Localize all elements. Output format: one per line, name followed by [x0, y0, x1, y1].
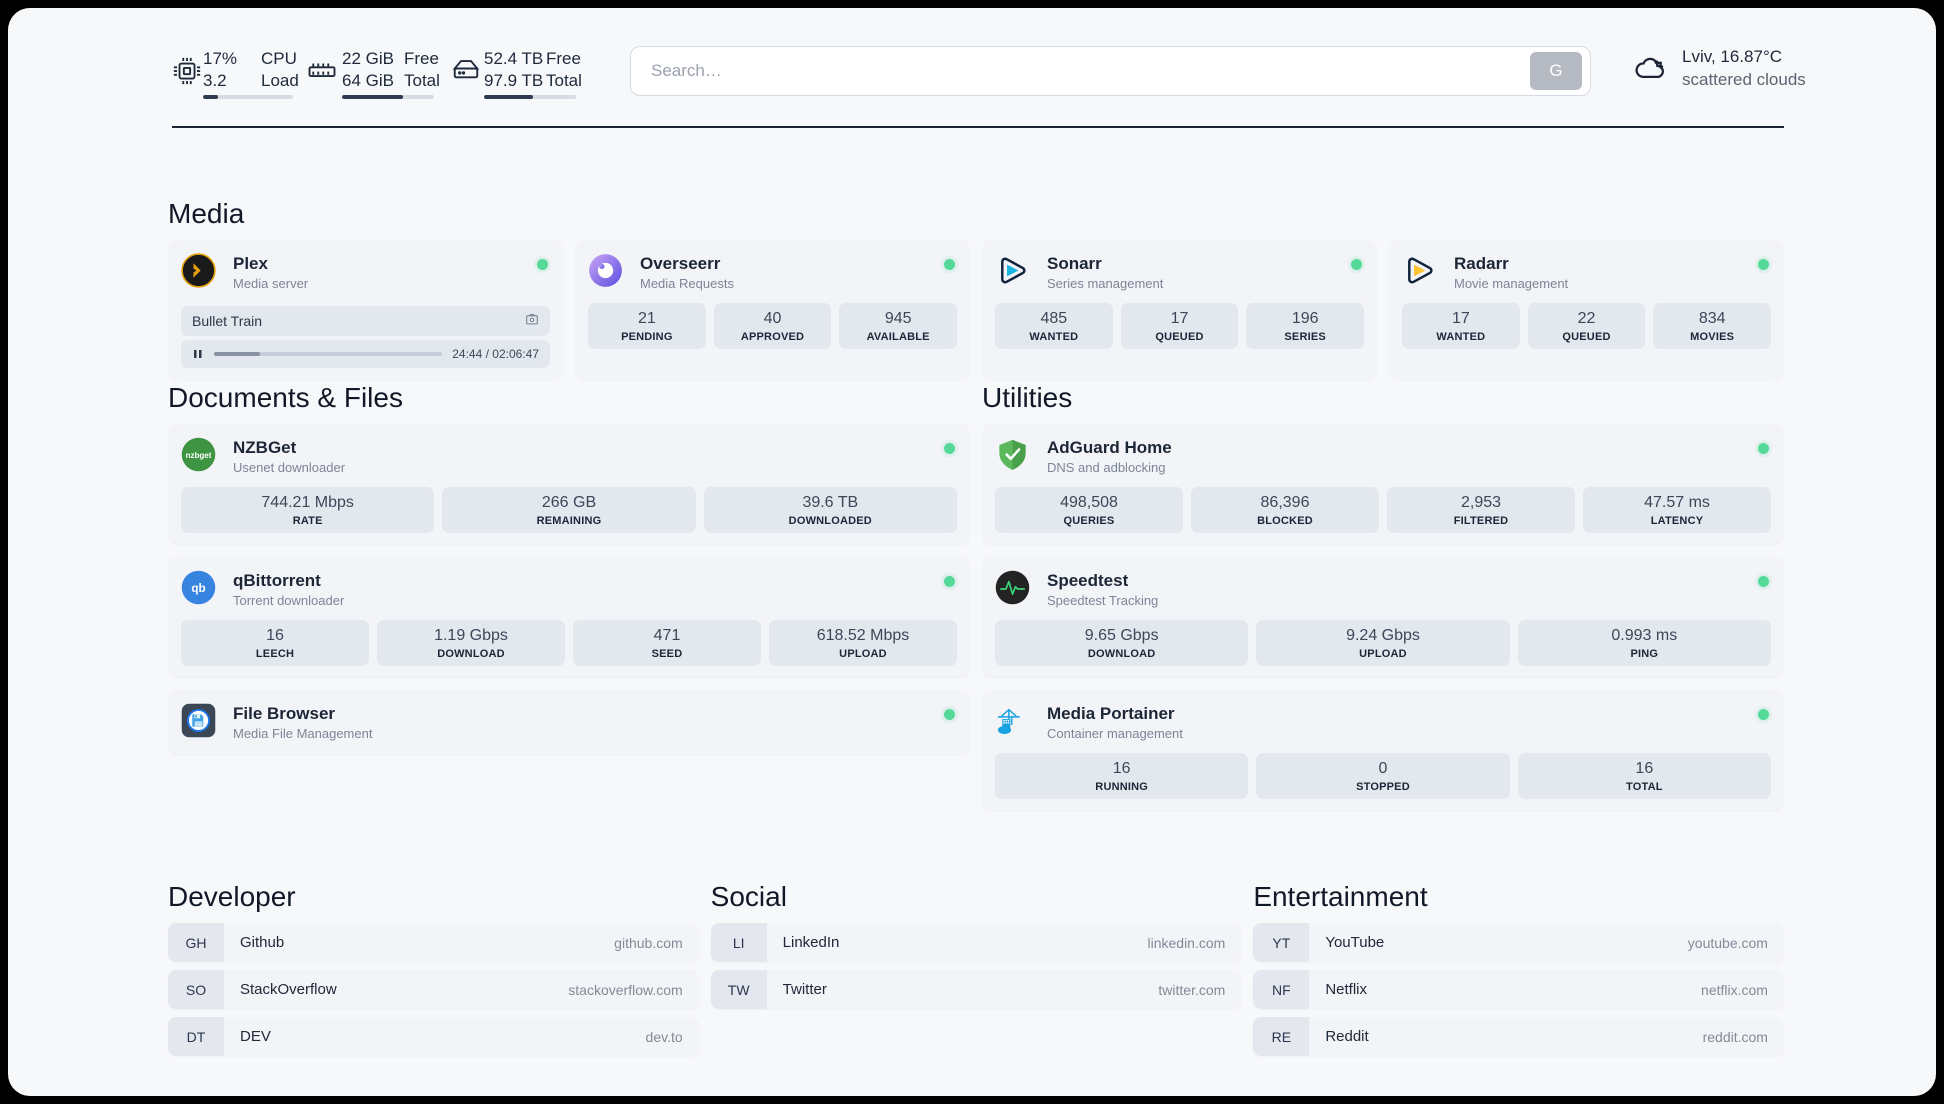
svg-text:nzbget: nzbget	[186, 451, 212, 460]
svg-text:qb: qb	[191, 582, 205, 595]
